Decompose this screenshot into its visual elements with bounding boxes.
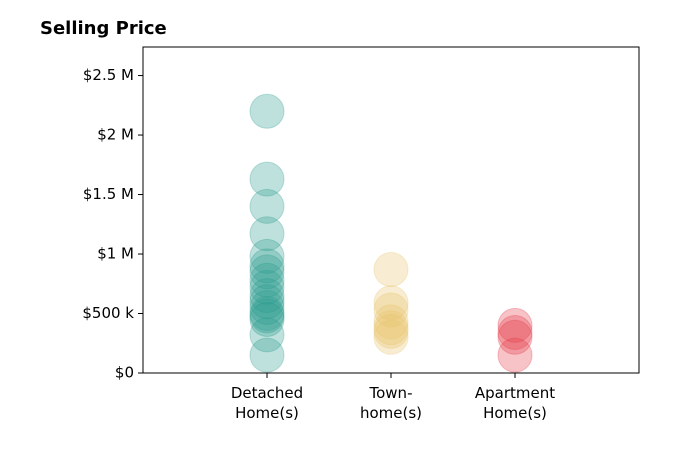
y-tick-label: $2 M — [97, 126, 134, 144]
point — [249, 254, 285, 290]
x-tick-label: Town- home(s) — [359, 384, 423, 422]
point — [249, 238, 285, 274]
point — [497, 337, 533, 373]
point — [373, 304, 409, 340]
y-tick-label: $1.5 M — [83, 185, 134, 203]
point — [249, 284, 285, 320]
point — [249, 216, 285, 252]
point — [373, 319, 409, 355]
point — [373, 251, 409, 287]
point — [373, 313, 409, 349]
y-tick-label: $2.5 M — [83, 66, 134, 84]
chart-title: Selling Price — [40, 18, 167, 39]
point — [249, 269, 285, 305]
point — [249, 296, 285, 332]
point — [249, 278, 285, 314]
point — [249, 248, 285, 284]
y-tick-label: $500 k — [82, 304, 134, 322]
point — [497, 307, 533, 343]
point — [249, 161, 285, 197]
point — [249, 301, 285, 337]
y-tick-label: $0 — [115, 364, 134, 382]
point — [373, 310, 409, 346]
point — [497, 315, 533, 351]
point — [249, 262, 285, 298]
point — [249, 93, 285, 129]
x-tick-label: Apartment Home(s) — [474, 384, 556, 422]
point — [373, 292, 409, 328]
x-tick-label: Detached Home(s) — [230, 384, 304, 422]
point — [249, 337, 285, 373]
point — [249, 317, 285, 353]
point — [497, 319, 533, 355]
point — [249, 188, 285, 224]
y-tick-label: $1 M — [97, 245, 134, 263]
point — [373, 285, 409, 321]
point — [249, 298, 285, 334]
point — [249, 290, 285, 326]
